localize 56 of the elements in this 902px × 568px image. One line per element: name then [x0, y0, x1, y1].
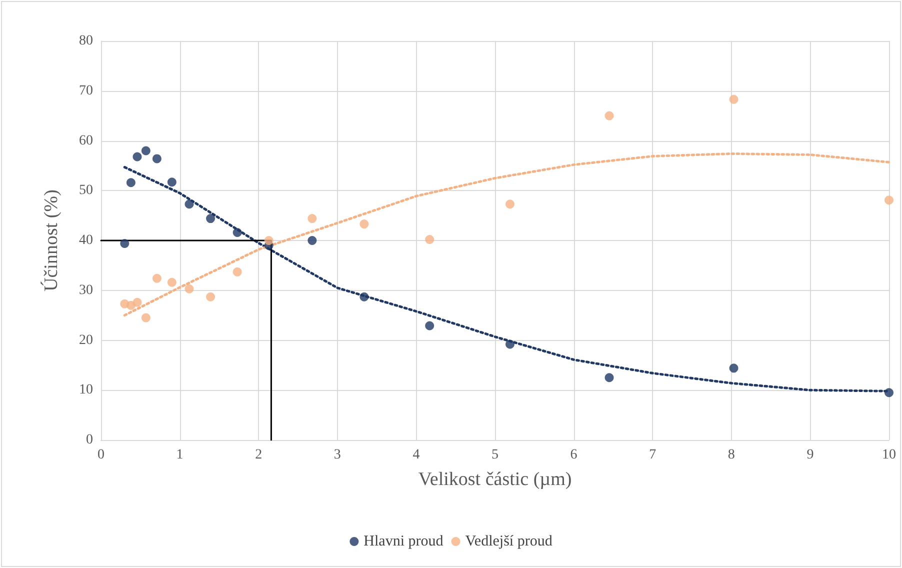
point	[184, 284, 194, 294]
point	[132, 298, 142, 307]
y-tick-label: 0	[86, 432, 93, 448]
x-tick-label: 2	[255, 448, 262, 462]
point	[884, 196, 894, 205]
point	[152, 274, 162, 283]
point	[308, 236, 317, 245]
point	[132, 152, 142, 162]
point	[604, 111, 614, 120]
point	[206, 292, 216, 302]
point	[360, 220, 369, 229]
point	[184, 200, 194, 209]
x-tick-label: 1	[176, 448, 184, 462]
point	[232, 228, 242, 238]
point	[120, 238, 130, 248]
y-tick-label: 60	[79, 133, 93, 148]
x-tick-label: 8	[728, 448, 735, 462]
point	[141, 313, 150, 322]
y-tick-label: 50	[79, 183, 93, 198]
point	[604, 373, 614, 382]
point	[505, 340, 514, 349]
x-axis-title: Velikost částic (µm)	[418, 469, 572, 490]
x-tick-label: 4	[412, 448, 420, 462]
point	[152, 154, 162, 164]
y-axis-title: Účinnost (%)	[40, 190, 62, 292]
x-tick-label: 5	[492, 448, 498, 462]
point	[167, 278, 176, 287]
x-tick-label: 0	[98, 448, 104, 462]
x-tick-label: 10	[882, 448, 896, 462]
legend-label: Hlavni proud	[364, 534, 444, 550]
point	[425, 235, 434, 244]
point	[167, 178, 176, 187]
y-tick-label: 30	[79, 282, 93, 298]
y-tick-label: 70	[79, 83, 93, 98]
y-tick-label: 80	[79, 34, 93, 48]
point	[264, 236, 274, 245]
point	[308, 214, 317, 224]
x-tick-label: 9	[806, 448, 814, 462]
point	[729, 364, 738, 373]
point	[425, 321, 434, 330]
point	[126, 178, 136, 188]
point	[206, 214, 216, 224]
x-tick-label: 7	[649, 448, 656, 462]
point	[360, 292, 369, 302]
line-series	[123, 152, 890, 317]
y-tick-label: 20	[79, 332, 93, 348]
point	[505, 200, 514, 209]
y-tick-label: 40	[79, 233, 93, 248]
x-tick-label: 3	[334, 448, 341, 462]
y-tick-label: 10	[79, 382, 93, 398]
point	[729, 94, 738, 104]
point	[232, 267, 242, 276]
point	[141, 146, 150, 156]
legend-label: Vedlejší proud	[465, 534, 553, 550]
point	[884, 388, 894, 398]
x-tick-label: 6	[570, 448, 578, 462]
